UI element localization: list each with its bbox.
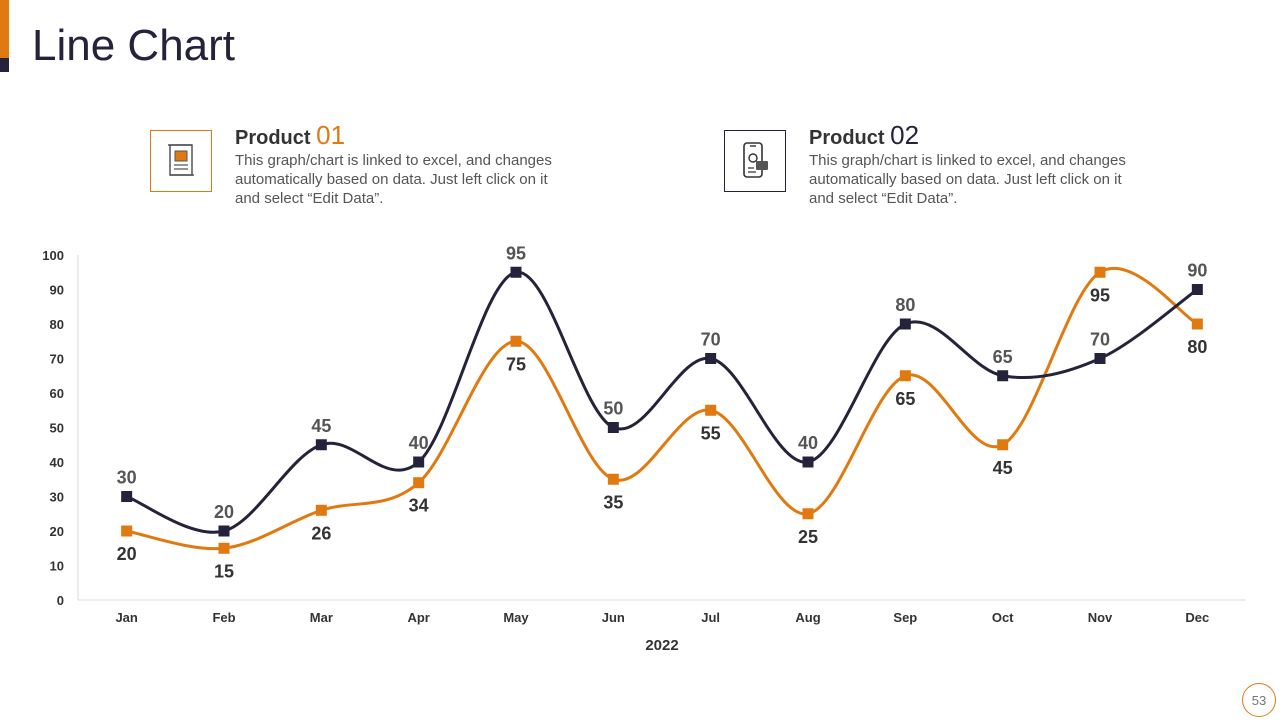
product-01-heading: Product 01 xyxy=(235,120,345,151)
series-1-data-label: 80 xyxy=(895,295,915,315)
series-1-marker xyxy=(413,456,425,468)
x-tick-label: Feb xyxy=(212,610,235,625)
series-1-data-label: 70 xyxy=(701,330,721,350)
product-01-description: This graph/chart is linked to excel, and… xyxy=(235,152,552,207)
series-2-data-label: 55 xyxy=(701,423,721,443)
series-2-data-label: 75 xyxy=(506,354,526,374)
y-tick-label: 0 xyxy=(57,593,64,608)
x-tick-label: May xyxy=(503,610,529,625)
product-02-heading: Product 02 xyxy=(809,120,919,151)
y-tick-label: 40 xyxy=(50,455,64,470)
y-tick-label: 70 xyxy=(50,352,64,367)
product-02-number: 02 xyxy=(890,120,920,150)
y-tick-label: 90 xyxy=(50,283,64,298)
chart-series-lines xyxy=(126,266,1199,551)
x-tick-label: Sep xyxy=(893,610,917,625)
series-1-marker xyxy=(1094,353,1106,364)
series-2-data-label: 20 xyxy=(117,544,137,564)
x-tick-label: Dec xyxy=(1185,610,1209,625)
series-2-marker xyxy=(1191,318,1203,330)
chart-data-labels: 20 15 26 34 75 35 55 25 65 45 95 80 30 20 45 40 95 50 70 40… xyxy=(117,243,1208,581)
series-2-marker xyxy=(315,504,327,516)
title-accent-square xyxy=(0,58,9,72)
product-01-label: Product xyxy=(235,127,311,149)
series-1-data-label: 90 xyxy=(1187,261,1207,281)
series-1-data-label: 95 xyxy=(506,243,526,263)
series-1-line xyxy=(126,270,1199,534)
series-2-data-label: 65 xyxy=(895,389,915,409)
x-tick-label: Aug xyxy=(795,610,820,625)
x-tick-label: Jun xyxy=(602,610,625,625)
series-2-data-label: 26 xyxy=(311,523,331,543)
series-1-marker xyxy=(705,353,717,364)
x-tick-label: Oct xyxy=(992,610,1014,625)
y-tick-label: 20 xyxy=(50,524,64,539)
series-2-marker xyxy=(607,473,619,485)
series-2-line xyxy=(126,266,1199,551)
series-2-marker xyxy=(997,439,1009,451)
series-1-marker xyxy=(121,491,133,502)
y-tick-label: 50 xyxy=(50,421,64,436)
product-01-number: 01 xyxy=(316,120,346,150)
series-1-data-label: 70 xyxy=(1090,330,1110,350)
series-1-marker xyxy=(997,370,1009,382)
x-axis-title: 2022 xyxy=(645,637,678,654)
series-2-data-label: 45 xyxy=(993,458,1013,478)
mobile-payment-icon xyxy=(724,130,786,192)
page-title: Line Chart xyxy=(32,21,236,70)
series-1-data-label: 20 xyxy=(214,502,234,522)
x-tick-label: Nov xyxy=(1088,610,1113,625)
certificate-document-icon xyxy=(150,130,212,192)
series-1-data-label: 50 xyxy=(603,399,623,419)
series-2-marker xyxy=(121,525,133,537)
series-1-data-label: 45 xyxy=(311,416,331,436)
series-2-data-label: 34 xyxy=(409,496,429,516)
series-2-marker xyxy=(413,477,425,489)
series-1-data-label: 40 xyxy=(409,433,429,453)
series-2-marker xyxy=(899,370,911,382)
series-1-marker xyxy=(899,318,911,330)
series-1-marker xyxy=(218,525,230,537)
series-1-marker xyxy=(802,456,814,468)
y-tick-label: 10 xyxy=(50,559,64,574)
series-2-data-label: 95 xyxy=(1090,285,1110,305)
y-tick-label: 60 xyxy=(50,386,64,401)
x-tick-label: Mar xyxy=(310,610,333,625)
series-1-data-label: 65 xyxy=(993,347,1013,367)
x-tick-label: Jan xyxy=(115,610,137,625)
chart-axes: 0 10 20 30 40 50 60 70 80 90 100 Jan Feb Mar Apr May Jun… xyxy=(42,248,1246,625)
x-tick-label: Jul xyxy=(701,610,720,625)
series-2-marker xyxy=(510,335,522,347)
series-2-data-label: 15 xyxy=(214,561,234,581)
page-number: 53 xyxy=(1242,683,1276,717)
y-tick-label: 100 xyxy=(42,248,64,263)
y-tick-label: 80 xyxy=(50,317,64,332)
series-2-data-label: 35 xyxy=(603,492,623,512)
series-1-marker xyxy=(510,266,522,278)
series-1-data-label: 40 xyxy=(798,433,818,453)
series-2-data-label: 80 xyxy=(1187,337,1207,357)
series-2-marker xyxy=(218,542,230,554)
product-02-label: Product xyxy=(809,127,885,149)
series-1-marker xyxy=(315,439,327,451)
product-02-description: This graph/chart is linked to excel, and… xyxy=(809,152,1126,207)
chart-markers xyxy=(121,266,1203,554)
y-tick-label: 30 xyxy=(50,490,64,505)
series-2-marker xyxy=(802,508,814,520)
series-1-marker xyxy=(1191,284,1203,295)
line-chart: 0 10 20 30 40 50 60 70 80 90 100 Jan Feb Mar Apr May Jun… xyxy=(42,243,1246,654)
series-1-marker xyxy=(607,422,619,433)
series-2-data-label: 25 xyxy=(798,527,818,547)
x-tick-label: Apr xyxy=(407,610,429,625)
title-accent-bar xyxy=(0,0,9,58)
series-2-marker xyxy=(1094,266,1106,278)
series-1-data-label: 30 xyxy=(117,468,137,488)
series-2-marker xyxy=(705,404,717,416)
